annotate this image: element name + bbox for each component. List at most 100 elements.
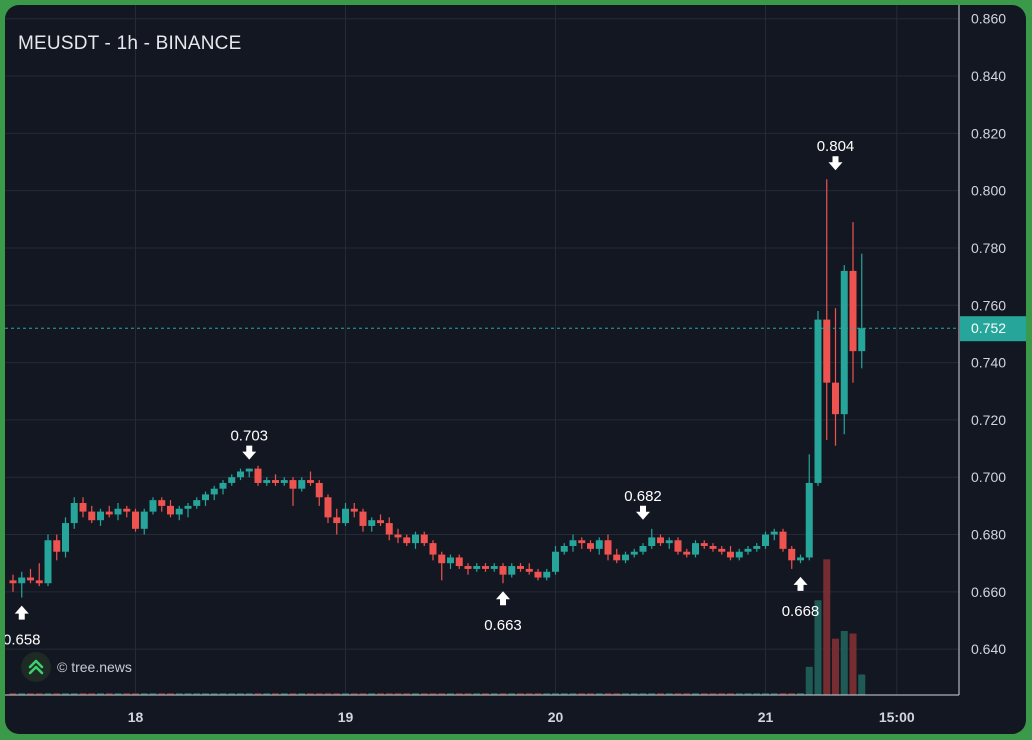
volume-bar: [333, 693, 341, 695]
volume-bar: [114, 693, 122, 695]
price-axis[interactable]: 0.860 0.840 0.820 0.800 0.780 0.760 0.740 0.720…: [971, 11, 1006, 657]
candle-body: [788, 548, 796, 561]
candlestick-chart[interactable]: 0.658 0.703 0.663 0.682 0.668 0.804 0.860 0.84…: [5, 5, 1026, 734]
price-tick-label: 0.720: [971, 412, 1006, 428]
volume-bar: [429, 693, 437, 695]
volume-bar: [18, 692, 26, 695]
volume-bar: [97, 693, 104, 695]
candle-body: [534, 571, 542, 578]
candle-body: [525, 568, 533, 572]
volume-bar: [350, 693, 358, 695]
volume-bar: [254, 693, 262, 695]
volume-bar: [9, 693, 17, 695]
candle-body: [718, 548, 726, 552]
candle-body: [228, 477, 236, 483]
volume-bar: [692, 693, 699, 695]
candle-body: [648, 537, 656, 546]
candle-body: [604, 540, 612, 555]
annotation-label: 0.658: [5, 632, 41, 649]
candle-body: [709, 545, 717, 549]
candle-body: [44, 540, 52, 584]
price-tick-label: 0.740: [971, 355, 1006, 371]
candle-body: [464, 566, 472, 569]
grid-lines: [5, 5, 959, 695]
volume-bar: [438, 693, 446, 695]
candle-body: [578, 540, 586, 544]
candle-body: [552, 551, 559, 572]
volume-bar: [184, 693, 192, 695]
candle-body: [359, 511, 367, 526]
last-price-label: 0.752: [960, 316, 1026, 342]
volume-bar: [219, 693, 227, 695]
price-tick-label: 0.820: [971, 125, 1006, 141]
candle-body: [105, 511, 113, 515]
candle-body: [429, 543, 437, 555]
candle-body: [272, 480, 279, 483]
tree-news-logo-icon: [21, 652, 51, 682]
candle-body: [263, 480, 271, 483]
volume-bar: [832, 638, 839, 695]
candle-body: [762, 534, 769, 546]
watermark: © tree.news: [21, 651, 132, 683]
candle-body: [53, 540, 61, 552]
candle-body: [569, 540, 577, 546]
candle-body: [482, 566, 489, 569]
time-axis[interactable]: 18 19 20 21 15:00: [128, 709, 915, 725]
volume-bar: [525, 693, 533, 695]
volume-bar: [543, 693, 551, 695]
candle-body: [665, 540, 673, 544]
candle-body: [613, 554, 621, 561]
candle-body: [674, 540, 682, 552]
candle-body: [70, 503, 78, 524]
volume-bar: [27, 693, 34, 695]
volume-bar: [455, 693, 463, 695]
volume-bar: [140, 693, 148, 695]
candle-body: [175, 508, 183, 515]
volume-bar: [482, 693, 489, 695]
candle-body: [735, 551, 743, 558]
candle-body: [622, 554, 629, 561]
candle-body: [289, 480, 297, 489]
candle-body: [412, 534, 419, 544]
volume-bar: [613, 693, 621, 695]
candle-body: [254, 468, 262, 483]
volume-bar: [770, 692, 778, 695]
price-annotations: 0.658 0.703 0.663 0.682 0.668 0.804: [5, 138, 854, 648]
volume-bar: [569, 693, 577, 695]
chart-frame: 0.658 0.703 0.663 0.682 0.668 0.804 0.860 0.84…: [5, 5, 1026, 734]
volume-bar: [762, 693, 769, 695]
volume-bar: [464, 693, 472, 695]
candle-body: [324, 497, 332, 518]
candle-body: [403, 537, 411, 544]
candle-body: [158, 500, 166, 506]
candle-body: [385, 523, 393, 535]
candle-body: [657, 537, 664, 544]
volume-bar: [788, 693, 796, 695]
volume-bar: [245, 693, 253, 695]
candle-body: [805, 482, 813, 558]
candle-body: [840, 270, 848, 415]
price-tick-label: 0.640: [971, 641, 1006, 657]
volume-bar: [683, 693, 691, 695]
volume-bar: [88, 693, 96, 695]
volume-bar: [499, 693, 507, 695]
candle-body: [543, 571, 551, 578]
volume-bar: [385, 693, 393, 695]
volume-bar: [315, 693, 323, 695]
candle-body: [333, 517, 341, 524]
time-tick-label: 15:00: [879, 709, 915, 725]
volume-bar: [473, 693, 481, 695]
price-tick-label: 0.780: [971, 240, 1006, 256]
volume-bar: [587, 693, 594, 695]
annotation-label: 0.668: [782, 603, 820, 620]
candle-body: [447, 557, 454, 564]
volume-bar: [324, 693, 332, 695]
time-tick-label: 18: [128, 709, 144, 725]
volume-bar: [105, 693, 113, 695]
volume-bar: [193, 693, 201, 695]
arrow-up-icon: [496, 591, 510, 606]
volume-bar: [657, 693, 664, 695]
annotation-label: 0.682: [624, 488, 662, 505]
volume-bar: [858, 674, 866, 695]
candle-body: [237, 471, 244, 478]
